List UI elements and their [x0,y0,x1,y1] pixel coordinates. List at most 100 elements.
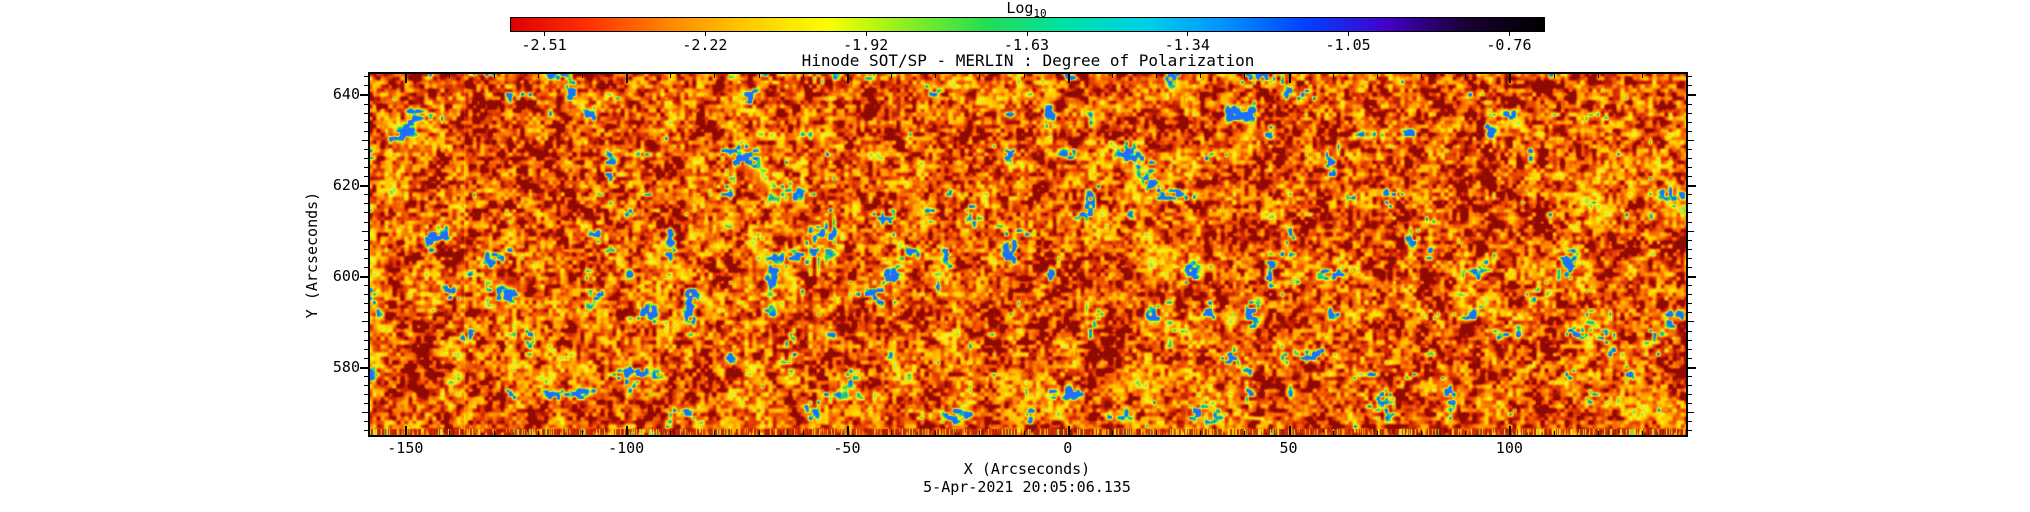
x-axis-major-tick [405,426,407,435]
x-axis-major-tick [1068,426,1070,435]
plot-title: Hinode SOT/SP - MERLIN : Degree of Polar… [801,51,1255,70]
colorbar-tick-mark [704,32,706,36]
x-axis-minor-tick [582,431,583,435]
y-axis-minor-tick [1688,358,1692,359]
x-axis-major-tick [847,426,849,435]
x-axis-minor-tick [803,74,804,78]
y-axis-minor-tick [362,231,368,232]
y-axis-minor-tick [1688,131,1692,132]
colorbar-title-subscript: 10 [1033,7,1047,20]
colorbar-tick-label: -2.51 [521,36,567,54]
y-axis-minor-tick [364,203,368,204]
y-axis-minor-tick [364,222,368,223]
x-axis-minor-tick [935,74,936,78]
y-axis-minor-tick [364,212,368,213]
x-axis-major-tick [1509,74,1511,83]
y-axis-title: Y (Arcseconds) [303,191,321,319]
y-axis-minor-tick [364,85,368,86]
x-axis-minor-tick [670,431,671,435]
colorbar-tick-mark [1508,32,1510,36]
y-axis-minor-tick [364,403,368,404]
x-axis-minor-tick [1112,74,1113,78]
y-axis-major-tick [1688,185,1696,187]
y-axis-minor-tick [1688,294,1692,295]
y-axis-minor-tick [362,321,368,322]
x-axis-minor-tick [494,431,495,435]
y-axis-minor-tick [1688,258,1692,259]
x-axis-minor-tick [538,431,539,435]
x-axis-major-tick [1289,426,1291,435]
y-axis-minor-tick [1688,104,1692,105]
x-axis-minor-tick [1200,431,1201,435]
x-axis-minor-tick [891,74,892,78]
y-axis-minor-tick [364,340,368,341]
x-axis-minor-tick [979,431,980,435]
x-axis-minor-tick [1024,74,1025,78]
y-axis-minor-tick [364,249,368,250]
x-axis-minor-tick [494,74,495,78]
y-axis-minor-tick [362,140,368,141]
x-axis-minor-tick [803,431,804,435]
colorbar-tick-mark [1187,32,1189,36]
y-axis-minor-tick [1688,403,1692,404]
y-axis-minor-tick [1688,222,1692,223]
x-axis-minor-tick [538,74,539,78]
x-axis-minor-tick [1598,431,1599,435]
y-tick-label: 640 [332,85,360,104]
y-axis-minor-tick [1688,167,1692,168]
y-axis-minor-tick [1688,421,1692,422]
y-axis-minor-tick [1688,149,1692,150]
x-tick-label: 50 [1279,439,1298,457]
y-axis-minor-tick [1688,85,1692,86]
y-axis-minor-tick [1688,203,1692,204]
y-axis-minor-tick [364,194,368,195]
y-axis-minor-tick [1688,158,1692,159]
x-axis-major-tick [405,74,407,83]
x-tick-label: 100 [1495,439,1523,457]
x-axis-minor-tick [1598,74,1599,78]
heatmap-canvas [370,74,1686,435]
y-axis-major-tick [1688,276,1696,278]
y-axis-minor-tick [364,358,368,359]
x-axis-minor-tick [1465,431,1466,435]
x-axis-minor-tick [670,74,671,78]
x-tick-label: 0 [1063,439,1073,457]
y-axis-minor-tick [364,312,368,313]
x-axis-minor-tick [1554,431,1555,435]
y-axis-minor-tick [364,113,368,114]
y-axis-major-tick [360,185,368,187]
y-axis-minor-tick [362,412,368,413]
y-axis-minor-tick [1688,349,1692,350]
x-axis-major-tick [1289,74,1291,83]
x-axis-minor-tick [1244,74,1245,78]
x-axis-minor-tick [449,431,450,435]
y-axis-minor-tick [1688,412,1694,413]
y-tick-label: 620 [332,176,360,195]
y-axis-minor-tick [364,267,368,268]
y-axis-major-tick [360,276,368,278]
x-axis-minor-tick [759,431,760,435]
colorbar-tick-label: -1.92 [843,36,889,54]
y-axis-minor-tick [364,349,368,350]
y-axis-minor-tick [364,430,368,431]
y-axis-minor-tick [1688,321,1694,322]
y-axis-minor-tick [1688,340,1692,341]
y-tick-label: 580 [332,357,360,376]
y-axis-minor-tick [364,394,368,395]
colorbar-gradient [510,17,1545,32]
timestamp-label: 5-Apr-2021 20:05:06.135 [923,478,1131,496]
y-axis-major-tick [1688,367,1696,369]
colorbar-tick-mark [1026,32,1028,36]
colorbar-tick-mark [544,32,546,36]
y-axis-minor-tick [364,421,368,422]
x-axis-minor-tick [1112,431,1113,435]
colorbar-title: Log10 [510,0,1543,20]
x-axis-minor-tick [1642,74,1643,78]
x-axis-minor-tick [759,74,760,78]
y-axis-minor-tick [1688,376,1692,377]
x-axis-minor-tick [1377,431,1378,435]
x-axis-minor-tick [1333,74,1334,78]
x-axis-minor-tick [1156,431,1157,435]
x-axis-minor-tick [935,431,936,435]
x-axis-minor-tick [979,74,980,78]
